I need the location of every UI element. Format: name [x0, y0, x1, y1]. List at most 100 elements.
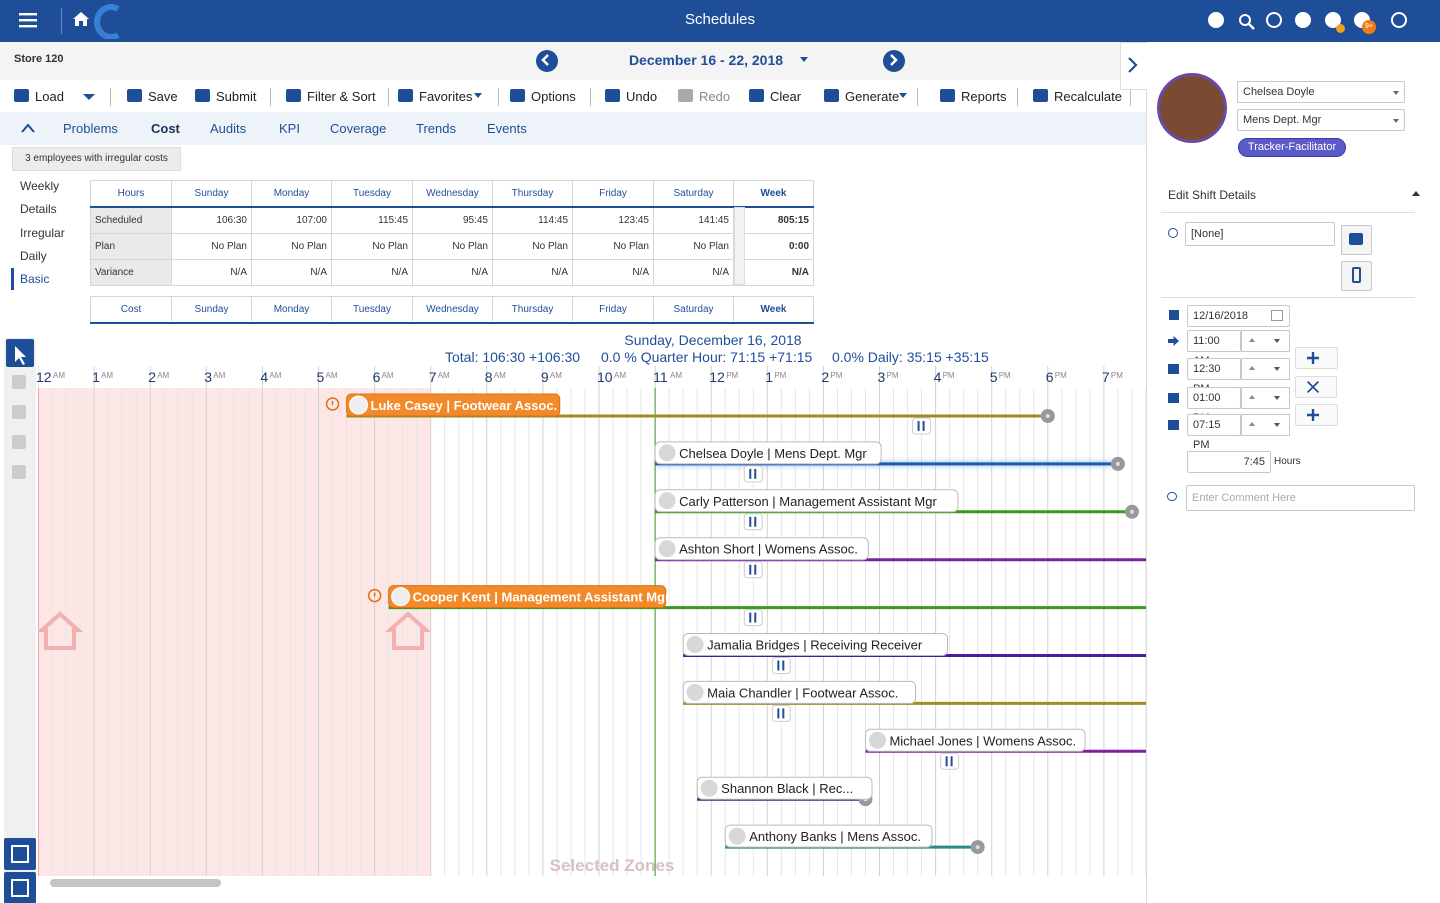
toolbar-button[interactable]: Reports: [961, 89, 1007, 104]
remove-break-button[interactable]: [1295, 376, 1337, 398]
table-cell: 141:45: [653, 206, 734, 234]
date-field[interactable]: 12/16/2018: [1187, 305, 1290, 327]
tab[interactable]: Audits: [210, 121, 247, 136]
shift-end-handle-dot: [1045, 414, 1050, 418]
icon-shape: [1295, 12, 1311, 28]
toolbar-button[interactable]: Submit: [216, 89, 257, 104]
break-marker[interactable]: [912, 417, 932, 435]
week-range[interactable]: December 16 - 22, 2018: [628, 52, 784, 68]
search-button[interactable]: [1236, 11, 1256, 31]
break-marker[interactable]: [743, 465, 763, 483]
column-header: Monday: [251, 296, 332, 324]
load-dropdown[interactable]: [83, 94, 95, 100]
break-marker[interactable]: [743, 609, 763, 627]
side-menu-item[interactable]: Details: [20, 202, 57, 216]
toolbar-button[interactable]: Save: [148, 89, 178, 104]
collapse-tabs[interactable]: [20, 122, 36, 134]
shift-label-box[interactable]: [654, 537, 869, 561]
menu-button[interactable]: [19, 12, 37, 28]
time-spinner[interactable]: [1241, 387, 1290, 409]
horizontal-scrollbar[interactable]: [50, 879, 221, 887]
lock-icon: [1349, 233, 1363, 245]
break-marker[interactable]: [940, 752, 960, 770]
column-header: Sunday: [171, 180, 252, 208]
week-dropdown[interactable]: [800, 57, 808, 62]
time-field[interactable]: 07:15 PM: [1187, 414, 1241, 451]
hours-field[interactable]: 7:45: [1187, 451, 1271, 473]
refresh-button[interactable]: [1265, 11, 1285, 31]
side-menu-item[interactable]: Weekly: [20, 179, 60, 193]
tab[interactable]: KPI: [279, 121, 300, 136]
shift-label-box[interactable]: [682, 633, 949, 656]
side-menu-item[interactable]: Irregular: [20, 226, 65, 240]
toolbar-button[interactable]: Favorites: [419, 89, 473, 104]
next-week-button[interactable]: [883, 50, 905, 72]
account-button[interactable]: [1390, 11, 1410, 31]
people-button[interactable]: [1207, 11, 1227, 31]
table-scrollbar[interactable]: [734, 207, 745, 285]
tasks-button[interactable]: [1324, 11, 1344, 31]
role-select[interactable]: Mens Dept. Mgr: [1237, 109, 1405, 131]
collapse-panel-arrow[interactable]: [1126, 56, 1138, 74]
toolbar-button[interactable]: Undo: [626, 89, 658, 104]
tab[interactable]: Events: [487, 121, 527, 136]
toolbar-button[interactable]: Filter & Sort: [307, 89, 376, 104]
shift-label-box[interactable]: [654, 441, 882, 465]
shift-label-box[interactable]: [682, 680, 917, 704]
button-icon: [11, 879, 29, 897]
toolbar-button[interactable]: Recalculate: [1054, 89, 1122, 104]
skill-badge[interactable]: Tracker-Facilitator: [1238, 138, 1346, 157]
side-menu-item[interactable]: Daily: [20, 249, 47, 263]
chart-settings-button[interactable]: [4, 872, 36, 903]
break-marker[interactable]: [771, 704, 791, 722]
generate-dropdown[interactable]: [899, 93, 907, 98]
timeline-body: Luke Casey | Footwear Assoc. Chelsea Doyl…: [38, 366, 1146, 876]
shift-label-box[interactable]: [864, 728, 1086, 752]
section-title[interactable]: Edit Shift Details: [1168, 188, 1257, 202]
tab[interactable]: Cost: [151, 121, 180, 136]
toolbar-icon: [605, 89, 620, 102]
break-marker[interactable]: [743, 513, 763, 531]
mobile-button[interactable]: [1341, 261, 1372, 291]
toolbar-button[interactable]: Redo: [699, 89, 731, 104]
sort-button[interactable]: [4, 838, 36, 870]
toolbar-separator: [498, 88, 499, 106]
section-caret[interactable]: [1412, 191, 1420, 196]
break-marker[interactable]: [743, 561, 763, 579]
tab[interactable]: Coverage: [330, 121, 387, 136]
shift-label-box[interactable]: [346, 393, 561, 417]
toolbar-button[interactable]: Options: [531, 89, 576, 104]
activity-select[interactable]: [None]: [1185, 222, 1335, 246]
toolbar-button[interactable]: Load: [35, 89, 64, 104]
hour-label: 4: [260, 369, 268, 385]
time-field[interactable]: 12:30 PM: [1187, 358, 1241, 395]
table-cell: 114:45: [492, 206, 573, 234]
time-spinner[interactable]: [1241, 330, 1290, 352]
side-menu-item[interactable]: Basic: [20, 272, 50, 286]
table-cell: No Plan: [492, 233, 573, 260]
shift-label-box[interactable]: [388, 585, 667, 609]
tab[interactable]: Trends: [416, 121, 456, 136]
toolbar-button[interactable]: Clear: [770, 89, 802, 104]
previous-week-button[interactable]: [536, 50, 558, 72]
icon-shape: [398, 89, 413, 102]
help-button[interactable]: [1294, 11, 1314, 31]
shift-label: Ashton Short | Womens Assoc.: [679, 542, 858, 557]
time-spinner[interactable]: [1241, 414, 1290, 436]
shift-label-box[interactable]: [724, 824, 933, 848]
day-title[interactable]: Sunday, December 16, 2018: [624, 332, 802, 348]
shift-label-box[interactable]: [654, 489, 959, 513]
time-field[interactable]: 11:00 AM: [1187, 330, 1241, 367]
comment-field[interactable]: Enter Comment Here: [1186, 485, 1415, 511]
time-spinner[interactable]: [1241, 358, 1290, 380]
favorites-dropdown[interactable]: [474, 93, 482, 98]
break-marker[interactable]: [771, 657, 791, 674]
shift-label-box[interactable]: [696, 776, 873, 800]
time-field[interactable]: 01:00 PM: [1187, 387, 1241, 424]
tab[interactable]: Problems: [63, 121, 118, 136]
home-button[interactable]: [72, 11, 90, 27]
irregular-cost-notice[interactable]: 3 employees with irregular costs: [12, 147, 181, 171]
toolbar-button[interactable]: Generate: [845, 89, 900, 104]
employee-select[interactable]: Chelsea Doyle: [1237, 81, 1405, 103]
